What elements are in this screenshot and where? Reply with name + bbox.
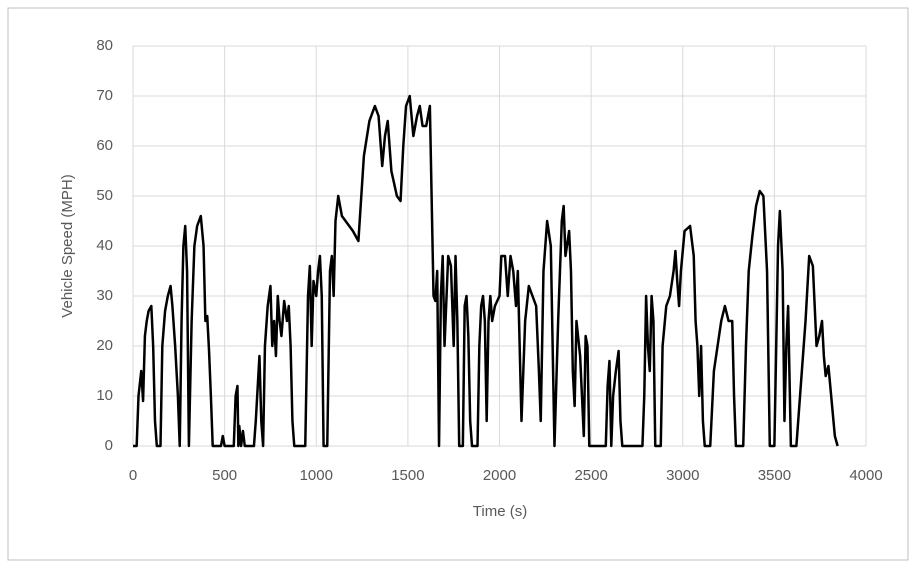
- y-tick-label: 0: [105, 437, 113, 454]
- chart-frame: [7, 7, 909, 561]
- y-tick-label: 30: [96, 287, 113, 304]
- x-tick-label: 2000: [483, 467, 516, 484]
- x-tick-label: 0: [129, 467, 137, 484]
- y-tick-label: 80: [96, 37, 113, 54]
- y-tick-label: 60: [96, 137, 113, 154]
- x-tick-label: 1500: [391, 467, 424, 484]
- y-tick-label: 40: [96, 237, 113, 254]
- y-tick-label: 20: [96, 337, 113, 354]
- y-axis-title: Vehicle Speed (MPH): [59, 174, 76, 317]
- x-tick-label: 3000: [666, 467, 699, 484]
- y-tick-label: 10: [96, 387, 113, 404]
- x-tick-label: 4000: [849, 467, 882, 484]
- x-tick-label: 500: [212, 467, 237, 484]
- x-axis-title: Time (s): [473, 503, 527, 520]
- x-tick-label: 1000: [300, 467, 333, 484]
- x-tick-label: 3500: [758, 467, 791, 484]
- x-tick-label: 2500: [574, 467, 607, 484]
- data-line: [133, 94, 839, 448]
- y-tick-label: 70: [96, 87, 113, 104]
- y-tick-label: 50: [96, 187, 113, 204]
